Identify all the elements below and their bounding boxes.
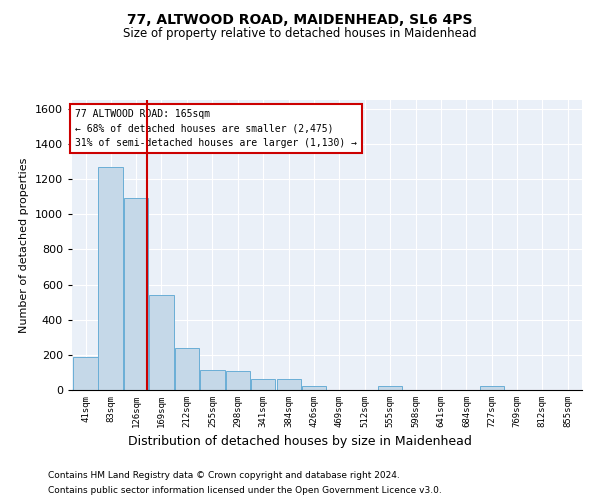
Text: Contains public sector information licensed under the Open Government Licence v3: Contains public sector information licen… xyxy=(48,486,442,495)
Bar xyxy=(73,356,98,390)
Bar xyxy=(226,370,250,390)
Bar xyxy=(277,380,301,390)
Bar xyxy=(302,386,326,390)
Text: Size of property relative to detached houses in Maidenhead: Size of property relative to detached ho… xyxy=(123,28,477,40)
Text: Distribution of detached houses by size in Maidenhead: Distribution of detached houses by size … xyxy=(128,435,472,448)
Bar xyxy=(480,386,504,390)
Bar xyxy=(98,167,122,390)
Text: 77 ALTWOOD ROAD: 165sqm
← 68% of detached houses are smaller (2,475)
31% of semi: 77 ALTWOOD ROAD: 165sqm ← 68% of detache… xyxy=(75,108,357,148)
Bar xyxy=(200,370,224,390)
Bar xyxy=(149,295,173,390)
Bar xyxy=(175,348,199,390)
Bar xyxy=(251,378,275,390)
Bar xyxy=(124,198,148,390)
Bar xyxy=(378,386,402,390)
Y-axis label: Number of detached properties: Number of detached properties xyxy=(19,158,29,332)
Text: 77, ALTWOOD ROAD, MAIDENHEAD, SL6 4PS: 77, ALTWOOD ROAD, MAIDENHEAD, SL6 4PS xyxy=(127,12,473,26)
Text: Contains HM Land Registry data © Crown copyright and database right 2024.: Contains HM Land Registry data © Crown c… xyxy=(48,471,400,480)
